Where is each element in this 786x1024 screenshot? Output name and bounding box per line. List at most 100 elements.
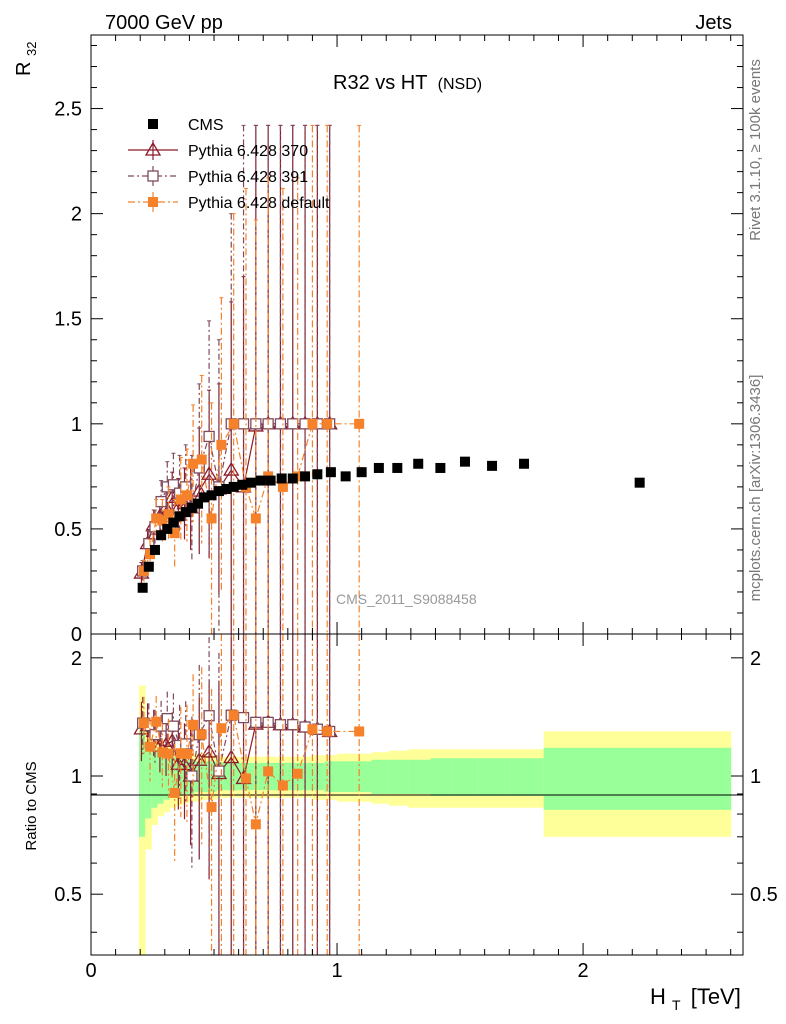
band-inner-bin: [543, 747, 732, 810]
data-point: [162, 523, 173, 534]
data-point: [206, 513, 217, 524]
data-point: [199, 492, 210, 503]
data-point: [274, 418, 287, 430]
ratio-point: [206, 802, 217, 813]
legend-marker: [144, 141, 162, 156]
data-point: [354, 418, 365, 429]
rivet-version-label: Rivet 3.1.10, ≥ 100k events: [747, 59, 764, 241]
ratio-point: [167, 720, 180, 732]
data-point: [175, 494, 186, 505]
main-panel: 0 0.5 1 1.5 2 2.5 R32 vs HT (NSD) CMS_2011_S9…: [13, 34, 744, 646]
band-inner-bin: [194, 761, 203, 793]
data-point: [322, 418, 333, 429]
ratio-point: [237, 711, 250, 724]
y-tick-label: 0: [71, 624, 82, 646]
band-inner-bin: [157, 752, 165, 804]
data-point: [340, 471, 351, 482]
chart-title-main: R32 vs HT: [333, 72, 427, 94]
y-tick-label: 2.5: [54, 99, 82, 121]
band-inner-bin: [223, 762, 232, 791]
data-point: [193, 498, 204, 509]
data-point: [143, 561, 154, 572]
band-inner-bin: [201, 761, 210, 793]
band-inner-bin: [258, 762, 269, 791]
data-point: [167, 479, 180, 491]
data-point: [277, 481, 288, 492]
data-point: [373, 462, 384, 473]
ratio-point: [216, 723, 227, 734]
ratio-axis-ticks: 0 1 2 0.5 0.5 1 1 2 2: [54, 634, 778, 982]
data-point: [312, 469, 323, 480]
band-inner-bin: [300, 762, 313, 791]
ratio-point: [181, 748, 192, 759]
ratio-point: [175, 748, 186, 759]
ratio-point: [241, 773, 252, 784]
band-inner-bin: [477, 758, 510, 796]
data-point: [174, 511, 185, 522]
legend-marker: [148, 119, 158, 129]
ratio-y-tick-label: 1: [71, 766, 82, 788]
legend-label: Pythia 6.428 391: [188, 169, 308, 186]
data-point: [250, 513, 261, 524]
band-inner-bin: [277, 762, 289, 791]
data-point: [228, 418, 239, 429]
data-point: [188, 458, 199, 469]
band-inner-bin: [163, 755, 171, 800]
ratio-series-layer: [133, 634, 365, 955]
data-point: [300, 471, 311, 482]
band-inner-bin: [151, 749, 158, 808]
band-inner-bin: [337, 761, 355, 793]
data-point: [307, 418, 318, 429]
band-inner-bin: [388, 759, 409, 794]
data-point: [228, 481, 239, 492]
ratio-panel-frame: [90, 633, 744, 956]
band-inner-bin: [408, 759, 432, 794]
x-axis-label: H T [TeV]: [650, 984, 741, 1015]
ratio-point: [188, 719, 199, 730]
x-axis-label-unit: [TeV]: [691, 984, 741, 1009]
legend-label: CMS: [188, 117, 224, 134]
band-inner-bin: [312, 762, 326, 791]
data-point: [634, 477, 645, 488]
data-point: [196, 454, 207, 465]
y-axis-label-sub: 32: [24, 42, 39, 56]
band-inner-bin: [169, 756, 177, 798]
data-point: [180, 507, 191, 518]
header-jets-label: Jets: [695, 12, 732, 34]
band-inner-bin: [231, 762, 240, 791]
ratio-point: [200, 743, 218, 758]
data-point: [137, 582, 148, 593]
ratio-point: [250, 819, 261, 830]
ratio-point: [228, 710, 239, 721]
legend-marker: [148, 197, 158, 207]
data-point: [169, 528, 180, 539]
data-point: [151, 513, 162, 524]
data-point: [237, 418, 250, 430]
ratio-point: [274, 719, 287, 731]
ratio-point: [145, 741, 156, 752]
legend-marker: [147, 170, 159, 182]
data-point: [149, 544, 160, 555]
legend-entry: Pythia 6.428 default: [128, 192, 330, 212]
ratio-point: [287, 719, 299, 731]
data-point: [356, 467, 367, 478]
band-inner-bin: [138, 731, 146, 837]
data-point: [206, 490, 217, 501]
ratio-point: [186, 770, 198, 782]
data-point: [245, 477, 256, 488]
legend-label: Pythia 6.428 370: [188, 143, 308, 160]
ratio-point: [157, 747, 168, 758]
y-axis-label-main: R: [13, 62, 35, 76]
ratio-point: [307, 724, 318, 735]
legend-entry: Pythia 6.428 370: [128, 140, 308, 160]
mcplots-label: mcplots.cern.ch [arXiv:1306.3436]: [747, 375, 764, 602]
data-point: [156, 530, 167, 541]
ratio-point: [213, 765, 225, 777]
ratio-y-tick-label-right: 1: [750, 766, 761, 788]
data-point: [519, 458, 530, 469]
data-point: [155, 495, 167, 508]
data-point: [216, 439, 227, 450]
data-point: [276, 473, 287, 484]
chart-title: R32 vs HT (NSD): [333, 72, 482, 94]
